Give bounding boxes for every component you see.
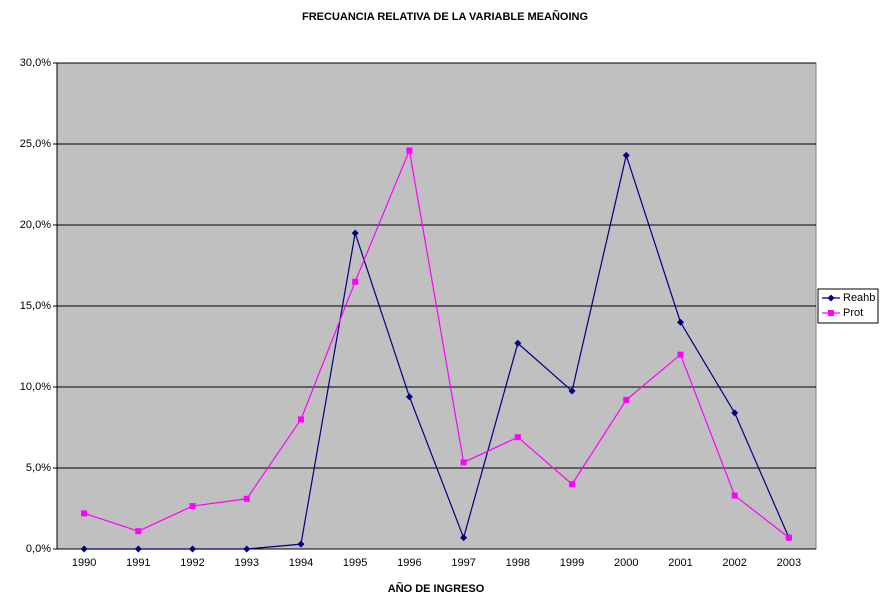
y-tick-label: 20,0% [20, 219, 51, 231]
x-axis-label: AÑO DE INGRESO [388, 582, 485, 595]
marker [189, 503, 196, 510]
y-tick-label: 25,0% [20, 138, 51, 150]
x-tick-label: 1999 [560, 557, 584, 569]
marker [297, 540, 305, 548]
x-tick-label: 1993 [235, 557, 259, 569]
y-tick-label: 30,0% [20, 57, 51, 69]
marker [785, 534, 792, 541]
marker [135, 528, 142, 535]
marker [243, 545, 251, 553]
marker [514, 339, 522, 347]
marker [460, 459, 467, 466]
marker [828, 310, 834, 316]
series-line [83, 148, 790, 539]
x-tick-label: 1996 [397, 557, 421, 569]
x-tick-label: 2000 [614, 557, 638, 569]
marker [406, 147, 413, 154]
marker [677, 351, 684, 358]
marker [731, 492, 738, 499]
x-tick-label: 1991 [126, 557, 150, 569]
marker [569, 481, 576, 488]
marker [80, 545, 88, 553]
x-tick-label: 1990 [72, 557, 96, 569]
marker [622, 151, 630, 159]
x-tick-label: 1998 [506, 557, 530, 569]
x-tick-label: 1994 [289, 557, 313, 569]
legend-label: Prot [843, 307, 863, 319]
y-tick-label: 10,0% [20, 381, 51, 393]
marker [676, 318, 684, 326]
marker [352, 278, 359, 285]
marker [351, 229, 359, 237]
legend-label: Reahb [843, 292, 875, 304]
marker [189, 545, 197, 553]
x-tick-label: 2001 [668, 557, 692, 569]
marker [514, 434, 521, 441]
marker [243, 495, 250, 502]
x-tick-label: 1995 [343, 557, 367, 569]
marker [623, 396, 630, 403]
x-tick-label: 2002 [722, 557, 746, 569]
y-tick-label: 15,0% [20, 300, 51, 312]
marker [81, 510, 88, 517]
x-tick-label: 2003 [777, 557, 801, 569]
marker [460, 534, 468, 542]
marker [134, 545, 142, 553]
marker [568, 387, 576, 395]
legend-box [817, 288, 879, 324]
series-line [84, 153, 790, 550]
y-tick-label: 5,0% [26, 462, 51, 474]
marker [827, 294, 835, 302]
x-tick-label: 1992 [180, 557, 204, 569]
x-tick-label: 1997 [451, 557, 475, 569]
marker [731, 409, 739, 417]
y-tick-label: 0,0% [26, 543, 51, 555]
marker [405, 393, 413, 401]
chart-title: FRECUANCIA RELATIVA DE LA VARIABLE MEAÑO… [302, 10, 588, 23]
marker [297, 416, 304, 423]
